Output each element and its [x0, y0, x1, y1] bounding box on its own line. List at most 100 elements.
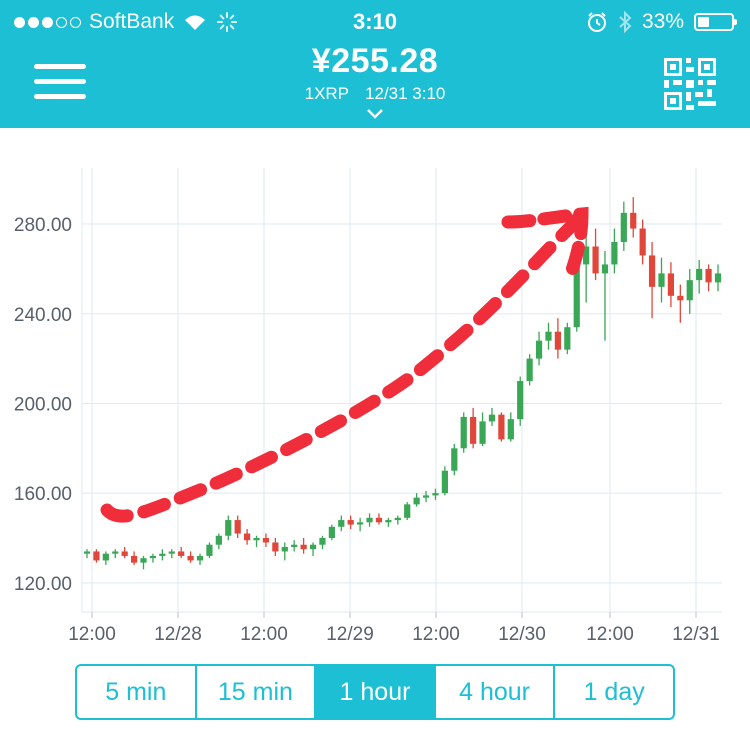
- bluetooth-icon: [619, 11, 632, 33]
- x-tick-label: 12/28: [154, 624, 202, 645]
- candle-body: [470, 416, 477, 444]
- interval-tabs: 5 min 15 min 1 hour 4 hour 1 day: [75, 664, 675, 720]
- signal-dots-icon: [14, 16, 81, 28]
- candle-body: [366, 517, 373, 523]
- current-price: ¥255.28: [311, 42, 439, 80]
- candle-body: [517, 381, 524, 420]
- candle-body: [705, 268, 712, 283]
- candle-body: [479, 421, 486, 444]
- candle-body: [328, 526, 335, 538]
- candle-body: [309, 544, 317, 550]
- candle-body: [168, 551, 175, 554]
- tab-15-min[interactable]: 15 min: [194, 666, 315, 718]
- y-axis: 120.00 160.00 200.00 240.00 280.00: [14, 215, 72, 595]
- candle-body: [686, 280, 693, 301]
- candle-body: [159, 553, 166, 556]
- chart-grid: [81, 168, 722, 618]
- x-tick-label: 12:00: [586, 624, 634, 645]
- x-tick-label: 12/30: [498, 624, 546, 645]
- candle-body: [451, 448, 458, 471]
- candle-body: [526, 358, 533, 382]
- tab-1-day[interactable]: 1 day: [553, 666, 673, 718]
- candle-body: [432, 493, 439, 496]
- candle-body: [262, 538, 270, 543]
- timestamp-label: 12/31 3:10: [365, 84, 446, 103]
- annotation-arrow-path: [100, 208, 585, 523]
- status-bar-left: SoftBank: [14, 8, 238, 36]
- y-tick-label: 120.00: [14, 574, 72, 595]
- candle-body: [658, 273, 665, 287]
- candle-body: [611, 242, 618, 265]
- menu-icon[interactable]: [34, 64, 86, 100]
- alarm-icon: [587, 12, 606, 32]
- x-tick-label: 12/31: [672, 624, 720, 645]
- candle-body: [291, 544, 298, 547]
- x-tick-label: 12:00: [412, 624, 460, 645]
- candle-body: [243, 533, 251, 541]
- candle-body: [573, 264, 580, 328]
- y-tick-label: 200.00: [14, 394, 72, 415]
- candle-body: [253, 538, 260, 541]
- x-tick-label: 12:00: [240, 624, 288, 645]
- candle-body: [422, 495, 430, 498]
- candle-body: [601, 264, 609, 274]
- candle-body: [696, 268, 703, 281]
- candle-body: [187, 555, 194, 561]
- candle-body: [338, 520, 345, 527]
- candle-body: [196, 555, 204, 561]
- activity-icon: [217, 12, 238, 32]
- candle-body: [498, 414, 505, 440]
- candle-body: [93, 551, 100, 561]
- candle-body: [215, 535, 222, 545]
- tab-1-hour[interactable]: 1 hour: [314, 666, 434, 718]
- candle-body: [583, 246, 590, 265]
- candle-body: [130, 555, 138, 563]
- candle-body: [102, 553, 109, 561]
- y-tick-label: 280.00: [14, 215, 72, 236]
- candle-body: [507, 419, 514, 440]
- x-axis: 12:00 12/28 12:00 12/29 12:00 12/30 12:00 12/31: [68, 624, 720, 645]
- qr-code-icon[interactable]: [664, 58, 716, 110]
- candle-body: [592, 246, 599, 274]
- candle-body: [319, 538, 326, 545]
- candle-body: [281, 546, 288, 552]
- tab-5-min[interactable]: 5 min: [105, 677, 167, 706]
- candle-body: [300, 544, 307, 550]
- candle-body: [140, 558, 147, 563]
- x-tick-label: 12/29: [326, 624, 374, 645]
- battery-icon: [694, 13, 737, 31]
- status-bar-right: 33%: [586, 8, 737, 36]
- candle-body: [667, 273, 675, 296]
- candle-body: [112, 551, 119, 554]
- candle-body: [460, 416, 467, 449]
- candle-body: [121, 551, 128, 556]
- candle-body: [375, 517, 383, 523]
- wifi-icon: [185, 15, 206, 30]
- candle-body: [149, 555, 157, 559]
- candle-body: [385, 520, 392, 523]
- candle-body: [620, 212, 627, 242]
- candle-body: [347, 520, 354, 525]
- carrier-label: SoftBank: [89, 10, 175, 33]
- candle-body: [178, 551, 185, 556]
- tab-4-hour[interactable]: 4 hour: [433, 666, 554, 718]
- candle-body: [564, 327, 571, 350]
- candle-body: [394, 517, 401, 521]
- candle-body: [225, 520, 232, 536]
- candle-body: [648, 255, 656, 287]
- annotation-arrowhead: [501, 206, 589, 277]
- candle-body: [630, 212, 637, 229]
- app-header: SoftBank 3:10 33% ¥255: [0, 0, 750, 128]
- candle-body: [677, 295, 684, 301]
- candle-body: [206, 544, 213, 556]
- x-tick-label: 12:00: [68, 624, 116, 645]
- chevron-down-icon[interactable]: [366, 108, 384, 120]
- price-chart[interactable]: 120.00 160.00 200.00 240.00 280.00 12:00 12/2…: [0, 128, 750, 658]
- candle-body: [272, 542, 279, 552]
- candle-body: [554, 331, 562, 350]
- y-tick-label: 160.00: [14, 484, 72, 505]
- candle-body: [404, 504, 411, 518]
- candle-body: [639, 228, 646, 256]
- battery-percent: 33%: [641, 10, 684, 33]
- candle-body: [413, 497, 420, 505]
